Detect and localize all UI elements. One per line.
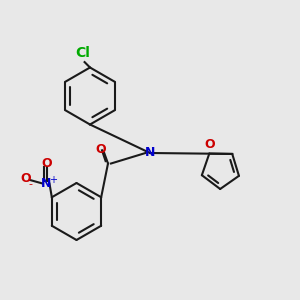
Text: N: N	[145, 146, 155, 160]
Text: Cl: Cl	[75, 46, 90, 60]
Text: O: O	[204, 137, 214, 151]
Text: +: +	[49, 175, 57, 185]
Text: O: O	[20, 172, 31, 185]
Text: O: O	[41, 157, 52, 170]
Text: -: -	[29, 179, 33, 189]
Text: O: O	[95, 142, 106, 156]
Text: N: N	[41, 177, 52, 190]
